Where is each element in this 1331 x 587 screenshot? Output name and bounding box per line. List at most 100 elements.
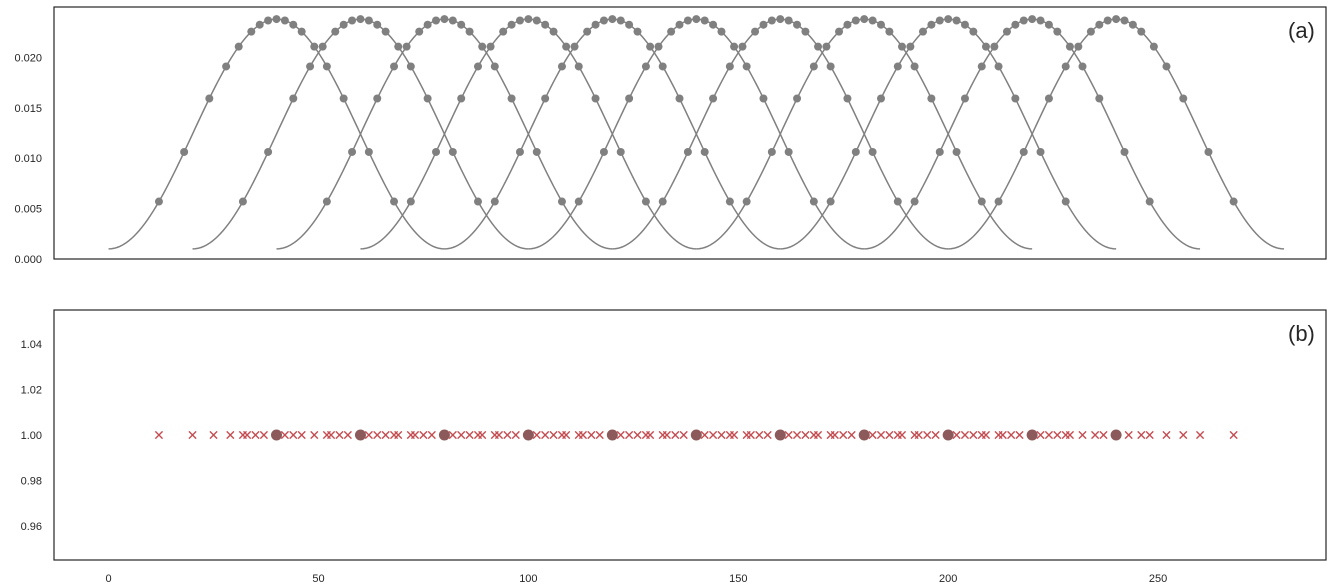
curve-marker [994, 197, 1003, 206]
cross-point [503, 430, 512, 440]
cross-point [998, 430, 1007, 440]
panel-a-ytick-label: 0.000 [14, 254, 42, 266]
curve-marker [625, 94, 634, 103]
curve-marker [1044, 20, 1053, 29]
curve-marker [1120, 16, 1129, 25]
cross-point [549, 430, 558, 440]
curve-marker [1086, 27, 1095, 36]
curve-marker [574, 197, 583, 206]
center-point [522, 429, 534, 441]
curve-marker [574, 62, 583, 71]
curve-marker [675, 94, 684, 103]
panel-a-ytick-label: 0.010 [14, 153, 42, 165]
panel-b-xtick-label: 150 [729, 573, 747, 585]
center-point [1026, 429, 1038, 441]
cross-point [885, 430, 894, 440]
curve-marker [977, 62, 986, 71]
cross-point [717, 430, 726, 440]
panel-a-markers [154, 15, 1238, 206]
curve-marker [381, 27, 390, 36]
cross-point [839, 430, 848, 440]
curve-marker [725, 62, 734, 71]
curve-marker [318, 42, 327, 51]
curve-marker [868, 16, 877, 25]
curve-marker [322, 197, 331, 206]
curve-marker [910, 197, 919, 206]
cross-point [259, 430, 268, 440]
cross-point [960, 430, 970, 440]
cross-point [646, 430, 655, 440]
curve-marker [180, 147, 189, 156]
cross-point [1179, 430, 1188, 440]
curve-marker [289, 20, 298, 29]
panel-a-y-ticks: 0.000 0.005 0.010 0.015 0.020 [14, 52, 42, 266]
curve-marker [683, 147, 692, 156]
panel-b-xtick-label: 0 [106, 573, 112, 585]
cross-point [280, 430, 289, 440]
curve-marker [1011, 20, 1020, 29]
curve-marker [692, 15, 701, 24]
cross-point [671, 430, 680, 440]
cross-point [1195, 430, 1205, 440]
cross-point [373, 430, 382, 440]
curve-marker [532, 147, 541, 156]
curve-marker [927, 20, 936, 29]
cross-point [792, 430, 802, 440]
curve-marker [994, 62, 1003, 71]
cross-point [457, 430, 466, 440]
curve-marker [960, 94, 969, 103]
curve-marker [1095, 20, 1104, 29]
cross-point [1065, 430, 1075, 440]
cross-point [633, 430, 642, 440]
curve-marker [633, 27, 642, 36]
center-point [606, 429, 618, 441]
cross-point [1091, 430, 1100, 440]
curve-marker [280, 16, 289, 25]
curve-marker [826, 62, 835, 71]
cross-point [289, 430, 298, 440]
cross-point [297, 430, 306, 440]
curve-marker [499, 27, 508, 36]
curve-marker [646, 42, 655, 51]
cross-point [381, 430, 390, 440]
curve-marker [507, 94, 516, 103]
cross-point [1036, 430, 1045, 440]
center-point [942, 429, 954, 441]
curve-marker [423, 94, 432, 103]
cross-point [1124, 430, 1133, 440]
curve-marker [990, 42, 999, 51]
curve-marker [402, 42, 411, 51]
curve-marker [557, 62, 566, 71]
curve-marker [851, 147, 860, 156]
curve-marker [583, 27, 592, 36]
curve-marker [935, 16, 944, 25]
curve-marker [814, 42, 823, 51]
cross-point [326, 430, 336, 440]
curve-marker [557, 197, 566, 206]
cross-point [595, 430, 604, 440]
curve-marker [641, 197, 650, 206]
panel-b-xtick-label: 250 [1149, 573, 1167, 585]
cross-point [729, 430, 739, 440]
curve-marker [860, 15, 869, 24]
curve-marker [541, 94, 550, 103]
cross-point [876, 430, 886, 440]
cross-point [448, 430, 457, 440]
curve-marker [457, 20, 466, 29]
cross-point [335, 430, 344, 440]
cross-point [410, 430, 420, 440]
curve-marker [843, 20, 852, 29]
cross-point [394, 430, 403, 440]
curve-marker [322, 62, 331, 71]
panel-a-ytick-label: 0.005 [14, 204, 42, 216]
curve-marker [1053, 27, 1062, 36]
curve-marker [1145, 197, 1154, 206]
curve-marker [717, 27, 726, 36]
cross-point [1145, 430, 1154, 440]
cross-point [708, 430, 718, 440]
cross-point [1099, 430, 1108, 440]
curve-marker [885, 27, 894, 36]
curve-marker [234, 42, 243, 51]
curve-marker [1162, 62, 1171, 71]
curve-marker [742, 62, 751, 71]
